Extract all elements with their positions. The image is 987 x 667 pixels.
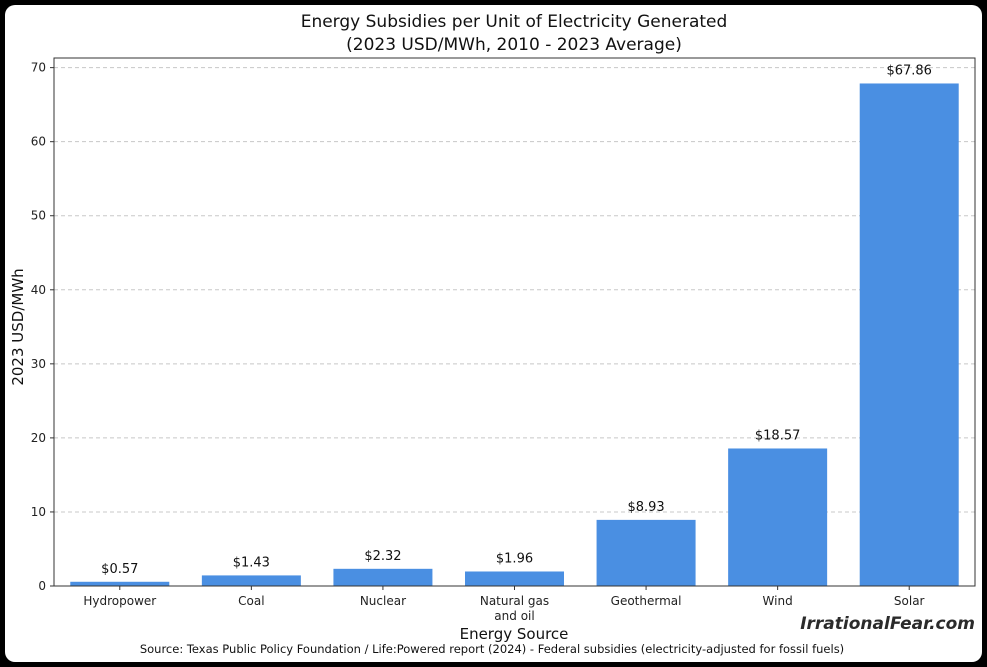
bar — [596, 519, 696, 586]
bar-value-label: $18.57 — [755, 428, 801, 443]
y-tick-label: 60 — [31, 135, 46, 149]
chart-subtitle: (2023 USD/MWh, 2010 - 2023 Average) — [346, 35, 682, 55]
x-tick-label: Wind — [763, 594, 793, 608]
x-tick-label: Solar — [894, 594, 925, 608]
bar-chart: Energy Subsidies per Unit of Electricity… — [9, 12, 976, 656]
y-axis-ticks: 0 10 20 30 40 50 60 70 — [31, 61, 54, 593]
x-tick-label: Hydropower — [83, 594, 156, 608]
bar — [728, 448, 828, 586]
x-tick-label: Nuclear — [360, 594, 406, 608]
plot-area-border — [53, 57, 976, 587]
y-tick-label: 70 — [31, 61, 46, 75]
y-tick-label: 10 — [31, 505, 46, 519]
chart-frame: Energy Subsidies per Unit of Electricity… — [5, 5, 982, 662]
source-note: Source: Texas Public Policy Foundation /… — [140, 642, 844, 656]
x-tick-label: Geothermal — [611, 594, 682, 608]
bar-value-label: $67.86 — [886, 63, 932, 78]
bars — [70, 83, 959, 586]
y-tick-label: 0 — [38, 579, 46, 593]
chart-title: Energy Subsidies per Unit of Electricity… — [301, 12, 728, 32]
y-axis-label: 2023 USD/MWh — [9, 268, 27, 385]
data-labels: $0.57 $1.43 $2.32 $1.96 $8.93 $18.57 $67.86 — [101, 63, 932, 576]
bar-value-label: $8.93 — [627, 500, 664, 515]
watermark: IrrationalFear.com — [800, 614, 975, 634]
bar — [859, 83, 959, 586]
y-tick-label: 40 — [31, 283, 46, 297]
bar — [201, 575, 301, 586]
bar-value-label: $1.43 — [233, 555, 270, 570]
bar — [465, 571, 564, 586]
bar — [333, 568, 433, 586]
grid-lines — [54, 67, 975, 513]
x-axis-label: Energy Source — [460, 625, 569, 643]
y-tick-label: 50 — [31, 209, 46, 223]
bar-value-label: $0.57 — [101, 562, 138, 577]
bar — [70, 581, 170, 586]
x-tick-label: Coal — [238, 594, 264, 608]
y-tick-label: 20 — [31, 431, 46, 445]
x-tick-label: and oil — [494, 609, 534, 623]
bar-value-label: $2.32 — [364, 549, 401, 564]
y-tick-label: 30 — [31, 357, 46, 371]
bar-value-label: $1.96 — [496, 551, 533, 566]
x-tick-label: Natural gas — [480, 594, 549, 608]
